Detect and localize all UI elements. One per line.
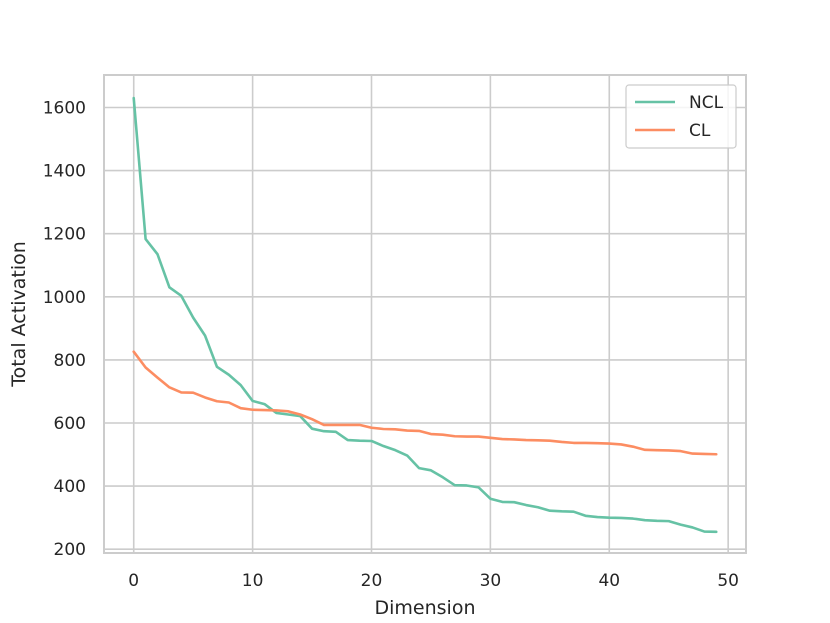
y-tick-label: 600: [54, 414, 86, 434]
y-tick-label: 1600: [43, 98, 86, 118]
series-line-cl: [132, 350, 718, 456]
y-tick-label: 1400: [43, 162, 86, 182]
x-tick-label: 20: [361, 571, 383, 591]
legend: NCL CL: [625, 84, 737, 149]
x-tick-label: 40: [598, 571, 620, 591]
series-line-ncl: [132, 96, 718, 534]
y-axis-label: Total Activation: [8, 241, 30, 388]
x-tick-label: 10: [242, 571, 264, 591]
y-tick-label: 800: [54, 351, 86, 371]
legend-label-ncl: NCL: [689, 93, 724, 113]
legend-label-cl: CL: [689, 121, 711, 141]
x-tick-label: 0: [128, 571, 139, 591]
y-tick-labels: 200 400 600 800 1000 1200 1400 1600: [43, 98, 86, 560]
series-layer: [132, 96, 718, 534]
y-tick-label: 1200: [43, 225, 86, 245]
y-tick-label: 400: [54, 477, 86, 497]
x-tick-label: 30: [480, 571, 502, 591]
plot-frame: [103, 74, 747, 554]
x-tick-label: 50: [717, 571, 739, 591]
x-axis-label: Dimension: [375, 597, 476, 619]
y-tick-label: 200: [54, 540, 86, 560]
x-tick-labels: 0 10 20 30 40 50: [128, 571, 739, 591]
y-tick-label: 1000: [43, 288, 86, 308]
